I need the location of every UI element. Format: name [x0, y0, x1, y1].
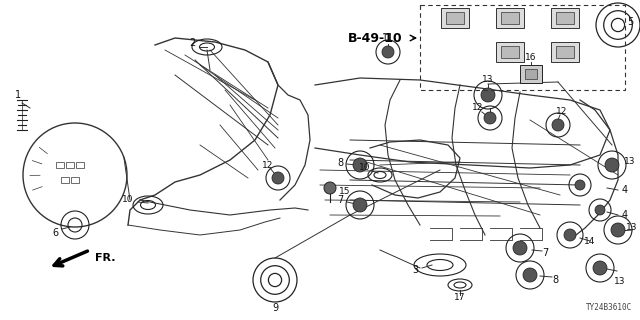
Bar — [520, 65, 542, 83]
Bar — [551, 8, 579, 28]
Text: 16: 16 — [525, 53, 537, 62]
Text: 4: 4 — [622, 210, 628, 220]
Text: 4: 4 — [622, 185, 628, 195]
Bar — [61, 177, 69, 183]
Bar — [441, 8, 469, 28]
Circle shape — [593, 261, 607, 275]
Bar — [420, 5, 625, 90]
Circle shape — [382, 46, 394, 58]
Text: 15: 15 — [339, 188, 351, 196]
Text: 8: 8 — [552, 275, 558, 285]
Text: 13: 13 — [614, 277, 626, 286]
Bar — [556, 12, 574, 24]
Text: 7: 7 — [542, 248, 548, 258]
Circle shape — [324, 182, 336, 194]
Circle shape — [564, 229, 576, 241]
Text: 13: 13 — [483, 76, 493, 84]
Bar — [556, 46, 574, 58]
Circle shape — [484, 112, 496, 124]
Text: 6: 6 — [52, 228, 58, 238]
Text: 5: 5 — [627, 17, 633, 27]
Text: 17: 17 — [454, 293, 466, 302]
Text: FR.: FR. — [95, 253, 115, 263]
Text: 13: 13 — [624, 157, 636, 166]
Text: 12: 12 — [472, 103, 484, 113]
Text: 3: 3 — [412, 265, 418, 275]
Circle shape — [513, 241, 527, 255]
Circle shape — [353, 198, 367, 212]
Bar — [496, 42, 524, 62]
Circle shape — [552, 119, 564, 131]
Text: 14: 14 — [584, 237, 596, 246]
Text: B-49-10: B-49-10 — [348, 31, 403, 44]
Text: 7: 7 — [337, 195, 343, 205]
Bar — [66, 162, 74, 168]
Text: 13: 13 — [627, 223, 637, 233]
Circle shape — [523, 268, 537, 282]
Circle shape — [575, 180, 585, 190]
Bar — [56, 162, 64, 168]
Circle shape — [353, 158, 367, 172]
Text: 12: 12 — [556, 108, 568, 116]
Circle shape — [611, 223, 625, 237]
Bar — [76, 162, 84, 168]
Text: 10: 10 — [122, 196, 134, 204]
Text: TY24B3610C: TY24B3610C — [586, 303, 632, 312]
Bar — [501, 46, 519, 58]
Bar — [71, 177, 79, 183]
Text: 1: 1 — [15, 90, 21, 100]
Text: 11: 11 — [382, 33, 394, 43]
Bar — [496, 8, 524, 28]
Text: 8: 8 — [337, 158, 343, 168]
Text: 2: 2 — [189, 38, 195, 48]
Circle shape — [595, 205, 605, 215]
Bar — [446, 12, 464, 24]
Text: 12: 12 — [262, 161, 274, 170]
Text: 9: 9 — [272, 303, 278, 313]
Circle shape — [605, 158, 619, 172]
Bar — [525, 69, 537, 79]
Circle shape — [272, 172, 284, 184]
Bar — [501, 12, 519, 24]
Bar — [551, 42, 579, 62]
Text: 10: 10 — [359, 164, 371, 172]
Circle shape — [481, 88, 495, 102]
